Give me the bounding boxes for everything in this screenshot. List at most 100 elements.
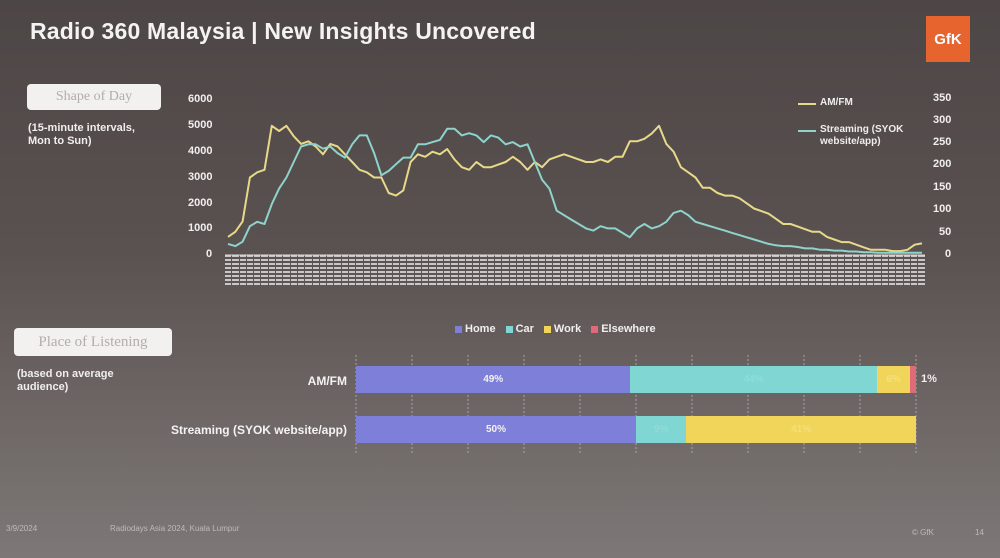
x-tick-label xyxy=(684,255,691,287)
x-tick-label xyxy=(297,255,305,287)
y-right-tick: 0 xyxy=(945,248,952,260)
legend-item-elsewhere: Elsewhere xyxy=(591,323,656,335)
bar-segment-work: 41% xyxy=(686,416,916,443)
y-right-tick: 300 xyxy=(933,114,952,126)
footer-event: Radiodays Asia 2024, Kuala Lumpur xyxy=(110,524,240,533)
x-tick-label xyxy=(334,255,341,287)
x-tick-label xyxy=(582,255,589,287)
x-tick-label xyxy=(494,255,502,287)
x-tick-label xyxy=(699,255,706,287)
place-of-listening-note-line2: audience) xyxy=(17,381,69,393)
x-tick-label xyxy=(261,255,268,287)
y-left-tick: 0 xyxy=(206,248,213,260)
x-tick-label xyxy=(400,255,407,287)
legend-label-amfm: AM/FM xyxy=(820,97,853,108)
x-tick-label xyxy=(232,255,239,287)
x-tick-label xyxy=(772,255,779,287)
x-tick-label xyxy=(392,255,400,287)
y-left-tick: 1000 xyxy=(188,222,213,234)
bar-segment-car: 9% xyxy=(636,416,687,443)
x-tick-label xyxy=(692,255,699,287)
x-axis-tick-labels xyxy=(225,255,925,287)
place-of-listening-note-line1: (based on average xyxy=(17,368,114,380)
legend-label-elsewhere: Elsewhere xyxy=(601,323,656,335)
place-of-listening-label: Place of Listening xyxy=(14,328,172,356)
x-tick-label xyxy=(816,255,823,287)
shape-of-day-chart xyxy=(225,124,925,256)
x-tick-label xyxy=(414,255,422,287)
x-tick-label xyxy=(881,255,889,287)
x-tick-label xyxy=(633,255,640,287)
x-tick-label xyxy=(611,255,619,287)
x-tick-label xyxy=(845,255,852,287)
place-of-listening-note: (based on average audience) xyxy=(17,368,114,394)
slide-title: Radio 360 Malaysia | New Insights Uncove… xyxy=(30,18,536,44)
shape-of-day-note: (15-minute intervals, Mon to Sun) xyxy=(28,122,135,148)
x-tick-label xyxy=(239,255,246,287)
x-tick-label xyxy=(268,255,276,287)
x-tick-label xyxy=(341,255,349,287)
x-tick-label xyxy=(378,255,385,287)
x-tick-label xyxy=(254,255,261,287)
x-tick-label xyxy=(743,255,750,287)
x-tick-label xyxy=(319,255,327,287)
x-tick-label xyxy=(889,255,896,287)
x-tick-label xyxy=(786,255,794,287)
x-tick-label xyxy=(706,255,713,287)
x-tick-label xyxy=(370,255,378,287)
x-tick-label xyxy=(648,255,655,287)
x-tick-label xyxy=(852,255,859,287)
legend-item-car: Car xyxy=(505,323,534,335)
bar-category-amfm: AM/FM xyxy=(307,374,347,388)
x-tick-label xyxy=(283,255,290,287)
bar-segment-label: 1% xyxy=(921,373,937,385)
x-tick-label xyxy=(670,255,677,287)
x-tick-label xyxy=(443,255,451,287)
x-tick-label xyxy=(422,255,429,287)
x-tick-label xyxy=(305,255,312,287)
x-tick-label xyxy=(349,255,356,287)
x-tick-label xyxy=(713,255,721,287)
legend-label-work: Work xyxy=(553,323,582,335)
x-tick-label xyxy=(575,255,582,287)
x-tick-label xyxy=(473,255,480,287)
x-tick-label xyxy=(546,255,553,287)
x-tick-label xyxy=(757,255,764,287)
legend-swatch-car xyxy=(505,325,513,333)
x-tick-label xyxy=(589,255,597,287)
x-tick-label xyxy=(567,255,575,287)
x-tick-label xyxy=(867,255,874,287)
y-right-tick: 50 xyxy=(939,226,952,238)
x-tick-label xyxy=(918,255,925,287)
x-tick-label xyxy=(246,255,254,287)
x-tick-label xyxy=(531,255,538,287)
shape-of-day-label: Shape of Day xyxy=(27,84,161,110)
legend-item-home: Home xyxy=(455,323,496,335)
legend-swatch-elsewhere xyxy=(591,325,599,333)
series-line-streaming xyxy=(227,127,922,254)
y-left-tick: 5000 xyxy=(188,119,213,131)
x-tick-label xyxy=(327,255,334,287)
x-tick-label xyxy=(516,255,524,287)
bar-segment-elsewhere xyxy=(910,366,916,393)
x-tick-label xyxy=(764,255,772,287)
x-tick-label xyxy=(429,255,436,287)
x-tick-label xyxy=(750,255,757,287)
x-tick-label xyxy=(874,255,881,287)
y-right-tick: 250 xyxy=(933,136,952,148)
bar-legend: Home Car Work Elsewhere xyxy=(455,323,656,335)
x-tick-label xyxy=(721,255,728,287)
x-tick-label xyxy=(225,255,232,287)
x-tick-label xyxy=(312,255,319,287)
bar-category-streaming: Streaming (SYOK website/app) xyxy=(170,423,347,437)
x-tick-label xyxy=(385,255,392,287)
legend-swatch-streaming xyxy=(798,130,816,132)
x-tick-label xyxy=(604,255,611,287)
x-tick-label xyxy=(794,255,801,287)
x-tick-label xyxy=(465,255,473,287)
x-tick-label xyxy=(910,255,918,287)
y-right-tick: 150 xyxy=(933,181,952,193)
bar-segment-home: 49% xyxy=(356,366,631,393)
x-tick-label xyxy=(677,255,684,287)
